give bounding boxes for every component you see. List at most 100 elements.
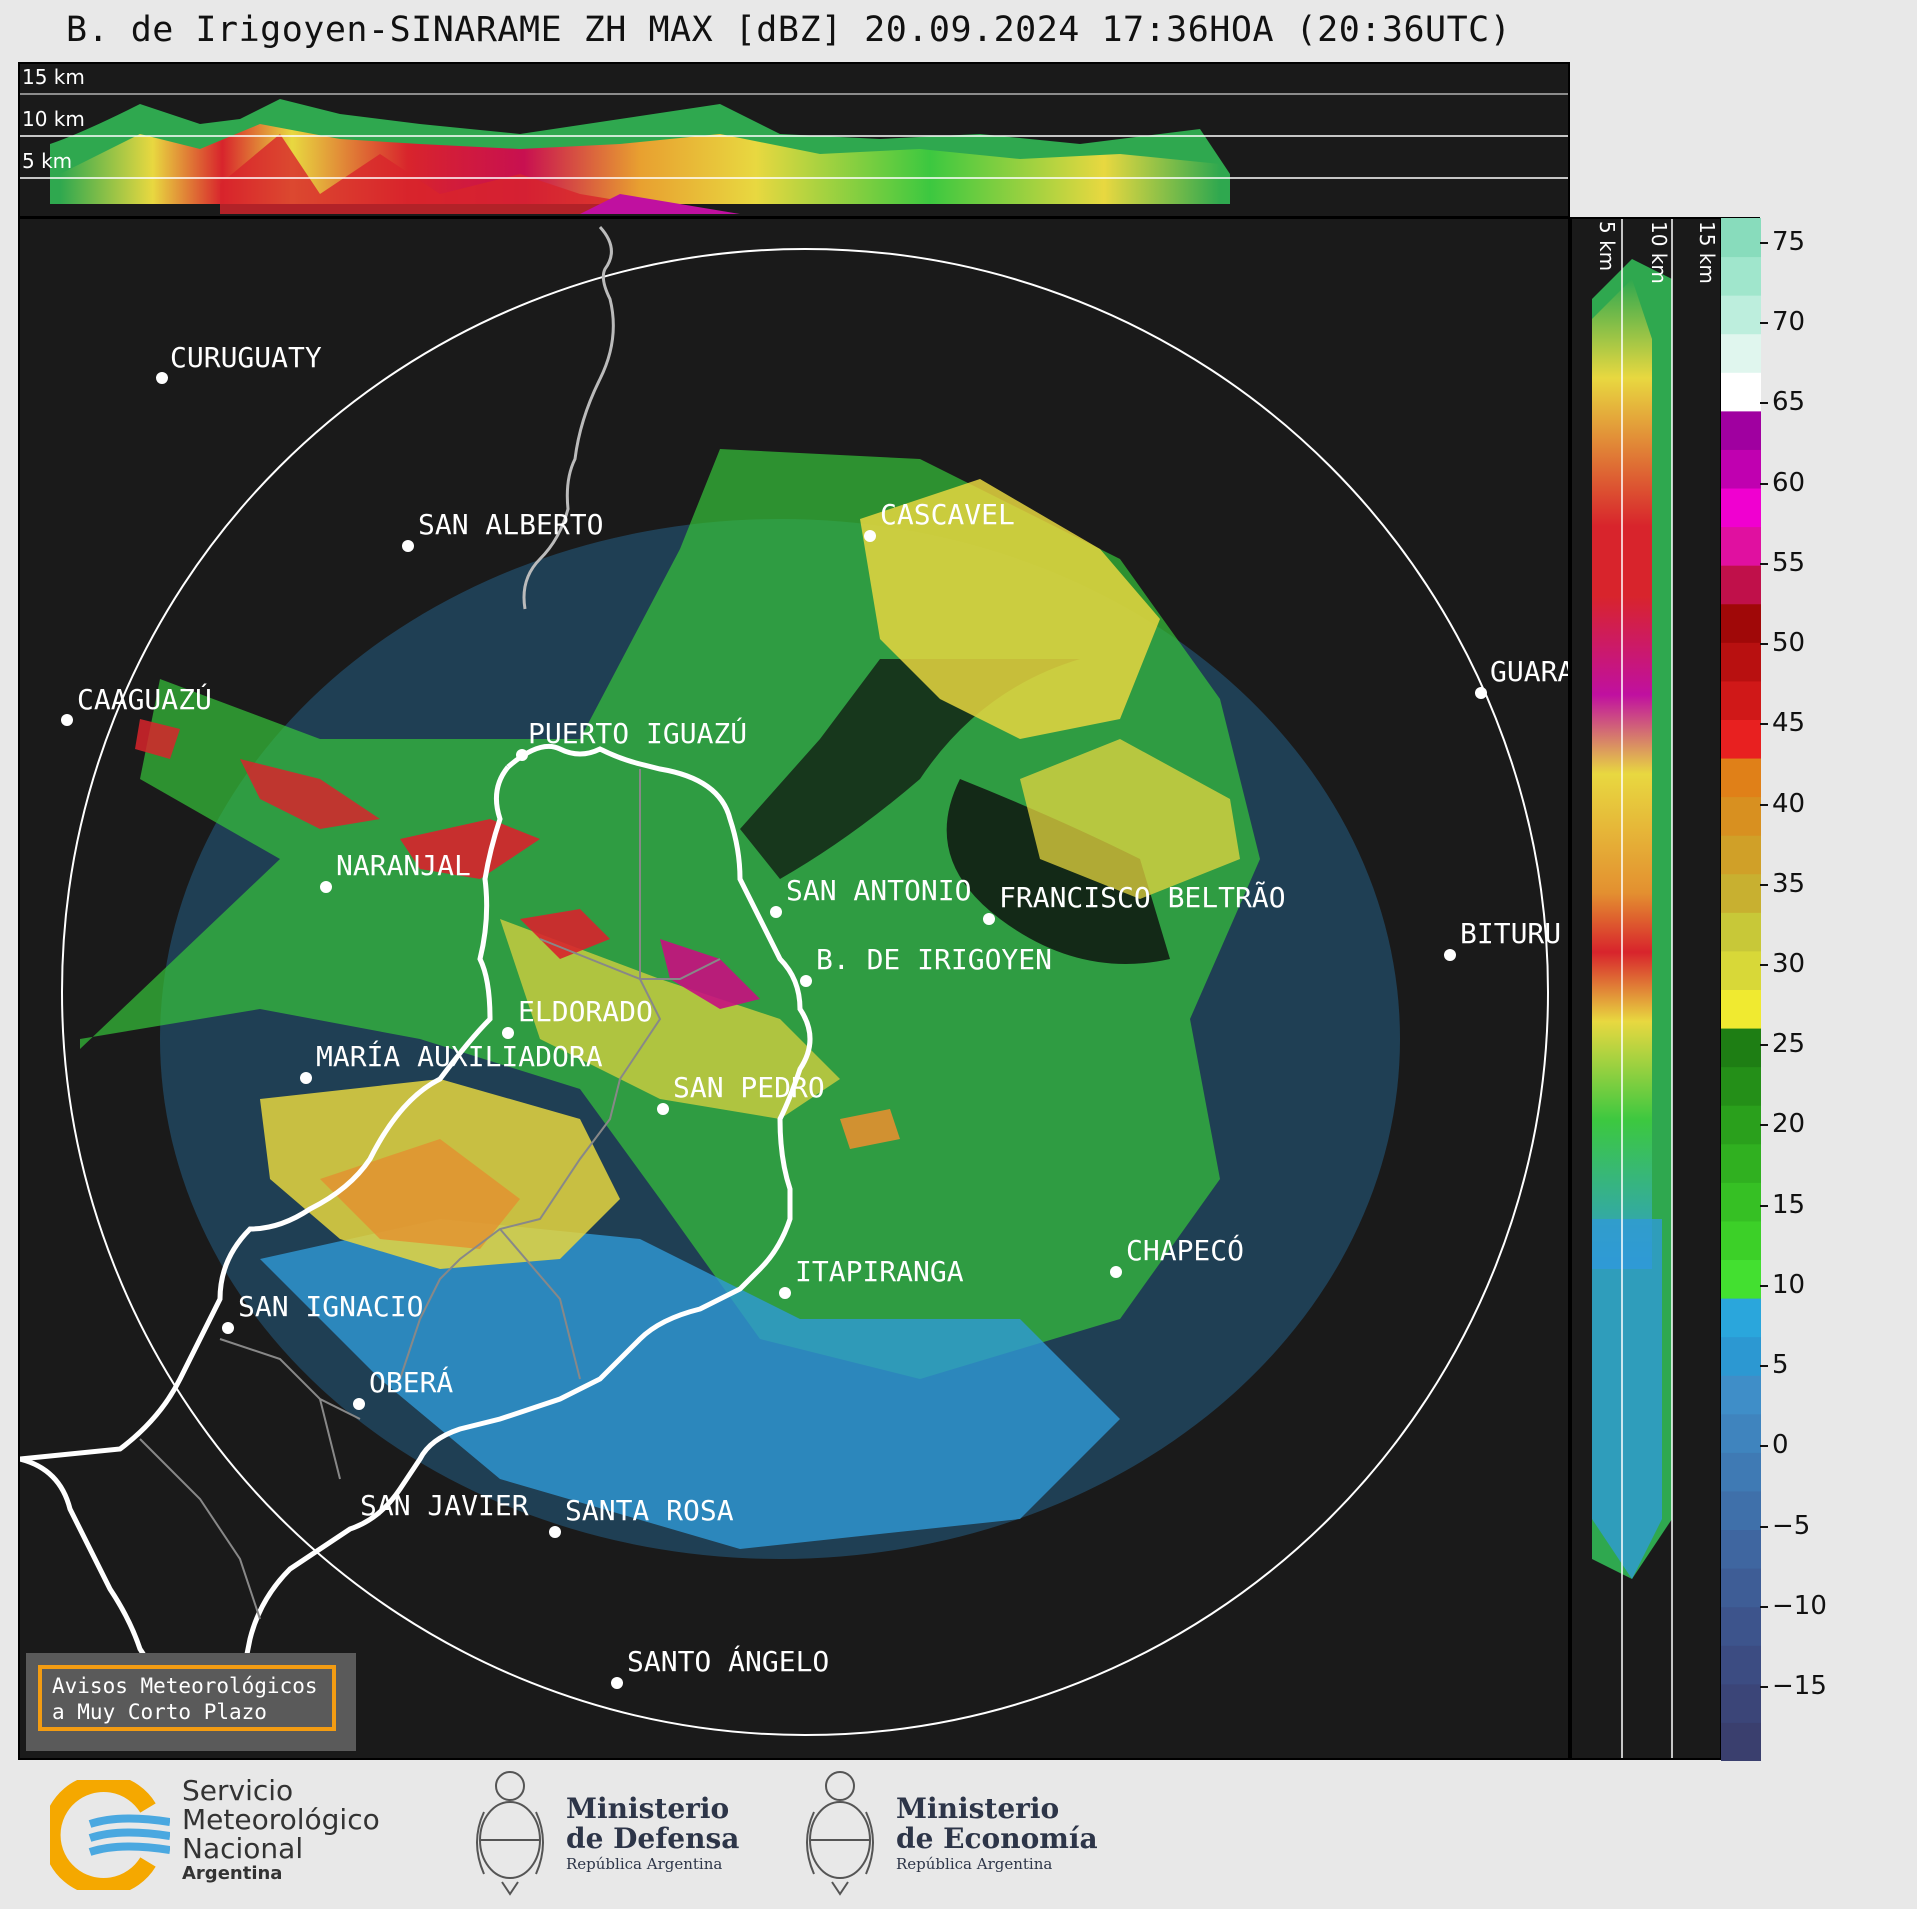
city-label-eldorado: ELDORADO — [518, 995, 653, 1028]
top-alt-label-10: 10 km — [22, 107, 85, 131]
notice-line2: a Muy Corto Plazo — [52, 1700, 267, 1724]
city-marker-maria-auxiliadora — [300, 1072, 312, 1084]
colorbar-band — [1721, 488, 1761, 528]
coat-of-arms-icon — [476, 1771, 544, 1896]
colorbar-band — [1721, 218, 1761, 258]
colorbar-tick-label: −10 — [1772, 1590, 1827, 1621]
economia-line2: de Economía — [896, 1822, 1098, 1855]
colorbar-band — [1721, 912, 1761, 952]
city-marker-obera — [353, 1398, 365, 1410]
colorbar-tick-label: 15 — [1772, 1189, 1806, 1220]
colorbar-band — [1721, 1529, 1761, 1569]
city-label-curuguaty: CURUGUATY — [170, 341, 322, 374]
smn-logo — [50, 1780, 170, 1890]
colorbar-band — [1721, 603, 1761, 643]
city-marker-eldorado — [502, 1027, 514, 1039]
side-cross-section-panel: 5 km 10 km 15 km — [1570, 217, 1722, 1760]
economia-line1: Ministerio — [896, 1792, 1060, 1825]
city-marker-caaguazu — [61, 714, 73, 726]
city-label-maria-auxiliadora: MARÍA AUXILIADORA — [316, 1039, 603, 1073]
colorbar-tick-mark — [1760, 643, 1768, 646]
smn-logo-icon — [50, 1780, 170, 1890]
colorbar-tick-label: 0 — [1772, 1430, 1789, 1461]
city-label-obera: OBERÁ — [369, 1365, 453, 1399]
colorbar-tick-mark — [1760, 1365, 1768, 1368]
colorbar-band — [1721, 1413, 1761, 1453]
colorbar-band — [1721, 1490, 1761, 1531]
colorbar-tick-mark — [1760, 803, 1768, 806]
radar-map: CURUGUATY SAN ALBERTO CASCAVEL CAAGUAZÚ GUAR… — [20, 225, 1570, 1741]
colorbar-band — [1721, 1645, 1761, 1685]
smn-line3: Nacional — [182, 1832, 304, 1865]
colorbar-tick-mark — [1760, 1686, 1768, 1688]
smn-line1: Servicio — [182, 1774, 294, 1807]
colorbar-tick-mark — [1760, 562, 1768, 565]
chart-title: B. de Irigoyen-SINARAME ZH MAX [dBZ] 20.… — [66, 10, 1512, 50]
colorbar-band — [1721, 372, 1761, 412]
city-marker-santo-angelo — [611, 1677, 623, 1689]
economia-name: Ministerio de Economía República Argenti… — [896, 1794, 1098, 1874]
side-alt-label-5: 5 km — [1595, 221, 1619, 271]
city-label-francisco-beltrao: FRANCISCO BELTRÃO — [999, 881, 1286, 914]
colorbar-band — [1721, 256, 1761, 296]
radar-map-panel: CURUGUATY SAN ALBERTO CASCAVEL CAAGUAZÚ GUAR… — [18, 217, 1570, 1760]
defensa-line1: Ministerio — [566, 1792, 730, 1825]
city-marker-santa-rosa — [549, 1526, 561, 1538]
colorbar-band — [1721, 758, 1761, 798]
notice-box[interactable]: Avisos Meteorológicos a Muy Corto Plazo — [26, 1653, 356, 1751]
city-label-bituru: BITURU — [1460, 917, 1561, 950]
city-label-san-ignacio: SAN IGNACIO — [238, 1290, 423, 1323]
city-label-caaguazu: CAAGUAZÚ — [77, 682, 212, 716]
colorbar-tick-mark — [1760, 1124, 1768, 1127]
colorbar-band — [1721, 1606, 1761, 1646]
city-label-b-de-irigoyen: B. DE IRIGOYEN — [816, 943, 1052, 976]
notice-link[interactable]: Avisos Meteorológicos a Muy Corto Plazo — [38, 1665, 336, 1731]
city-marker-chapeco — [1110, 1266, 1122, 1278]
defensa-seal — [470, 1762, 550, 1897]
top-alt-label-15: 15 km — [22, 65, 85, 89]
colorbar-band — [1721, 989, 1761, 1029]
colorbar-tick-label: −15 — [1772, 1671, 1827, 1701]
city-label-santo-angelo: SANTO ÁNGELO — [627, 1644, 829, 1678]
colorbar-band — [1721, 1105, 1761, 1145]
defensa-name: Ministerio de Defensa República Argentin… — [566, 1794, 739, 1874]
city-marker-san-ignacio — [222, 1322, 234, 1334]
city-label-guara: GUARA — [1490, 655, 1570, 688]
top-alt-label-5: 5 km — [22, 149, 72, 173]
side-alt-label-15: 15 km — [1695, 221, 1719, 284]
colorbar-band — [1721, 526, 1761, 566]
defensa-line2: de Defensa — [566, 1822, 740, 1855]
range-ring — [61, 248, 1549, 1736]
city-label-san-antonio: SAN ANTONIO — [786, 874, 971, 907]
colorbar-band — [1721, 1182, 1761, 1222]
city-label-chapeco: CHAPECÓ — [1126, 1233, 1244, 1267]
colorbar-tick-label: 5 — [1772, 1350, 1789, 1381]
city-label-naranjal: NARANJAL — [336, 849, 471, 882]
colorbar-band — [1721, 1028, 1761, 1068]
smn-name: Servicio Meteorológico Nacional Argentin… — [182, 1776, 380, 1885]
economia-seal — [800, 1762, 880, 1897]
colorbar-tick-label: 55 — [1772, 547, 1806, 578]
colorbar-band — [1721, 410, 1761, 450]
colorbar-tick-label: 65 — [1772, 387, 1806, 418]
colorbar-scale — [1721, 218, 1761, 1761]
city-marker-itapiranga — [779, 1287, 791, 1299]
city-label-san-pedro: SAN PEDRO — [673, 1071, 825, 1104]
economia-line3: República Argentina — [896, 1855, 1053, 1873]
colorbar-band — [1721, 950, 1761, 990]
colorbar-band — [1721, 719, 1761, 759]
defensa-line3: República Argentina — [566, 1855, 723, 1873]
colorbar-band — [1721, 873, 1761, 913]
city-label-santa-rosa: SANTA ROSA — [565, 1494, 734, 1527]
colorbar-band — [1721, 1722, 1761, 1761]
city-label-san-alberto: SAN ALBERTO — [418, 508, 603, 541]
city-label-puerto-iguazu: PUERTO IGUAZÚ — [528, 716, 747, 750]
top-cross-section: 15 km 10 km 5 km — [20, 65, 1568, 214]
colorbar-band — [1721, 642, 1761, 682]
city-marker-bituru — [1444, 949, 1456, 961]
colorbar-tick-mark — [1760, 1044, 1768, 1047]
colorbar-band — [1721, 1336, 1761, 1376]
colorbar-tick-label: 35 — [1772, 868, 1806, 899]
colorbar-band — [1721, 835, 1761, 875]
reflectivity-field — [80, 449, 1400, 1559]
